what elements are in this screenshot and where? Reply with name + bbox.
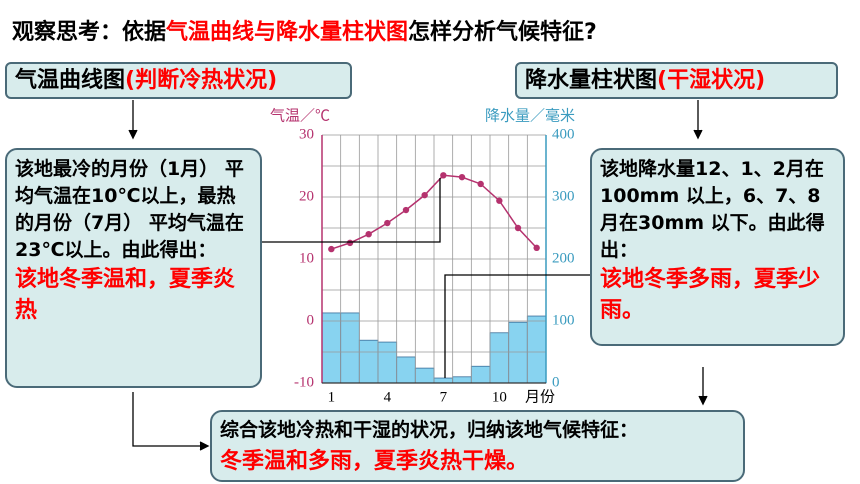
- x-axis-label: 月份: [525, 388, 555, 405]
- bar: [414, 367, 435, 384]
- bar: [396, 356, 416, 384]
- point: [402, 206, 410, 214]
- y2-tick-label: 100: [552, 312, 575, 328]
- box-conclusion: 该地冬季温和，夏季炎热: [15, 267, 236, 323]
- point: [458, 173, 466, 181]
- bar: [526, 315, 547, 384]
- box-text: 综合该地冷热和干湿的状况，归纳该地气候特征：: [220, 419, 639, 441]
- point: [365, 231, 372, 238]
- y2-tick-label: 300: [552, 188, 575, 204]
- y-tick-label: 10: [299, 250, 314, 266]
- title-part: 怎样分析气候特征?: [408, 20, 597, 45]
- bar: [470, 365, 491, 384]
- summary-box: 综合该地冷热和干湿的状况，归纳该地气候特征： 冬季温和多雨，夏季炎热干燥。: [210, 410, 745, 482]
- bar: [377, 341, 398, 384]
- point: [384, 219, 391, 227]
- y-tick-label: 0: [307, 312, 315, 328]
- bar: [321, 312, 342, 384]
- point: [514, 224, 522, 232]
- y2-tick-label: 200: [552, 250, 575, 266]
- label-text: (判断冷热状况): [125, 68, 278, 93]
- label-text: 降水量柱状图: [525, 68, 658, 93]
- label-text: 气温曲线图: [15, 68, 126, 93]
- box-conclusion: 冬季温和多雨，夏季炎热干燥。: [220, 449, 529, 474]
- title-part: 观察思考：依据: [12, 20, 167, 45]
- box-conclusion: 该地冬季多雨，夏季少雨。: [600, 267, 821, 323]
- point: [496, 197, 503, 204]
- right-label: 降水量柱状图(干湿状况): [515, 62, 838, 99]
- temperature-line: [331, 174, 538, 250]
- right-box: 该地降水量12、1、2月在100mm 以上，6、7、8 月在30mm 以下。由此…: [590, 148, 845, 346]
- x-tick-label: 4: [384, 389, 392, 405]
- bar: [452, 376, 472, 384]
- bar: [489, 332, 510, 384]
- bar: [433, 377, 454, 384]
- y2-axis-label: 降水量／毫米: [485, 106, 575, 124]
- point: [346, 239, 354, 247]
- bar: [358, 339, 379, 384]
- bar: [508, 321, 528, 384]
- y-tick-label: -10: [294, 374, 314, 390]
- label-text: (干湿状况): [657, 68, 766, 93]
- point: [533, 244, 540, 252]
- y-axis-label: 气温／℃: [270, 107, 330, 124]
- point: [440, 172, 447, 179]
- connectors: [128, 100, 708, 451]
- point: [328, 245, 335, 253]
- y2-tick-label: 0: [552, 374, 560, 390]
- point: [421, 191, 428, 199]
- y2-tick-label: 400: [552, 126, 575, 142]
- left-label: 气温曲线图(判断冷热状况): [5, 62, 352, 99]
- box-text: 该地最冷的月份（1月） 平均气温在10℃以上，最热的月份（7月） 平均气温在23…: [15, 158, 244, 261]
- title: 观察思考：依据气温曲线与降水量柱状图怎样分析气候特征?: [12, 14, 597, 46]
- left-box: 该地最冷的月份（1月） 平均气温在10℃以上，最热的月份（7月） 平均气温在23…: [5, 148, 262, 388]
- x-tick-label: 1: [328, 389, 336, 405]
- point: [477, 180, 484, 188]
- title-part: 气温曲线与降水量柱状图: [166, 20, 409, 45]
- bar: [340, 312, 360, 384]
- x-tick-label: 10: [492, 389, 507, 405]
- x-tick-label: 7: [440, 389, 448, 405]
- y-tick-label: 20: [299, 188, 314, 204]
- box-text: 该地降水量12、1、2月在100mm 以上，6、7、8 月在30mm 以下。由此…: [600, 158, 825, 261]
- y-tick-label: 30: [299, 126, 314, 142]
